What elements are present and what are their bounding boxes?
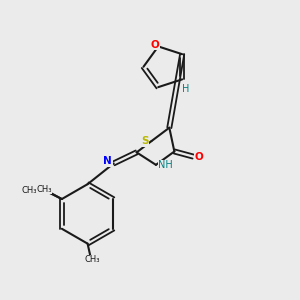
Text: CH₃: CH₃ bbox=[36, 185, 52, 194]
Text: H: H bbox=[182, 84, 189, 94]
Text: NH: NH bbox=[158, 160, 173, 170]
Text: S: S bbox=[141, 136, 149, 146]
Text: O: O bbox=[194, 152, 203, 161]
Text: CH₃: CH₃ bbox=[84, 256, 100, 265]
Text: CH₃: CH₃ bbox=[22, 186, 37, 195]
Text: O: O bbox=[150, 40, 159, 50]
Text: N: N bbox=[103, 156, 112, 166]
